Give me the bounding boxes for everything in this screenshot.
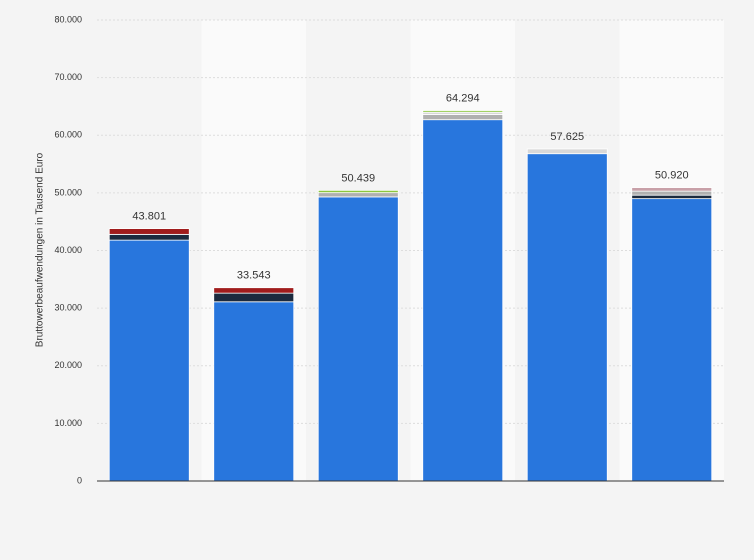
bar-segment [317,196,399,482]
y-tick-label: 0 [77,475,82,485]
bar-segment [108,239,190,482]
y-tick-label: 30.000 [54,303,82,313]
total-label: 50.920 [655,169,689,181]
bar-segment [213,292,295,303]
y-tick-label: 50.000 [54,187,82,197]
bar-segment [631,194,713,200]
bar-segment [526,153,608,482]
bar-segment [317,189,399,194]
total-label: 64.294 [446,92,480,104]
bar-segment [422,119,504,482]
y-tick-label: 70.000 [54,72,82,82]
total-label: 57.625 [550,131,584,143]
y-axis-label: Bruttowerbeaufwendungen in Tausend Euro [35,152,46,347]
y-tick-label: 20.000 [54,360,82,370]
bar-segment [631,187,713,192]
y-tick-label: 10.000 [54,418,82,428]
y-tick-label: 60.000 [54,130,82,140]
bar-segment [317,192,399,198]
bar-segment [422,114,504,121]
bar-segment [422,110,504,113]
total-label: 33.543 [237,270,271,282]
total-label: 43.801 [132,211,166,223]
bar-segment [631,190,713,196]
bar-segment [631,198,713,482]
bar-segment [526,148,608,155]
bar-segment [108,233,190,241]
bar-segment [213,287,295,294]
y-tick-label: 40.000 [54,245,82,255]
bar-segment [108,228,190,235]
total-label: 50.439 [341,172,375,184]
bar-segment [213,301,295,482]
y-tick-label: 80.000 [54,14,82,24]
